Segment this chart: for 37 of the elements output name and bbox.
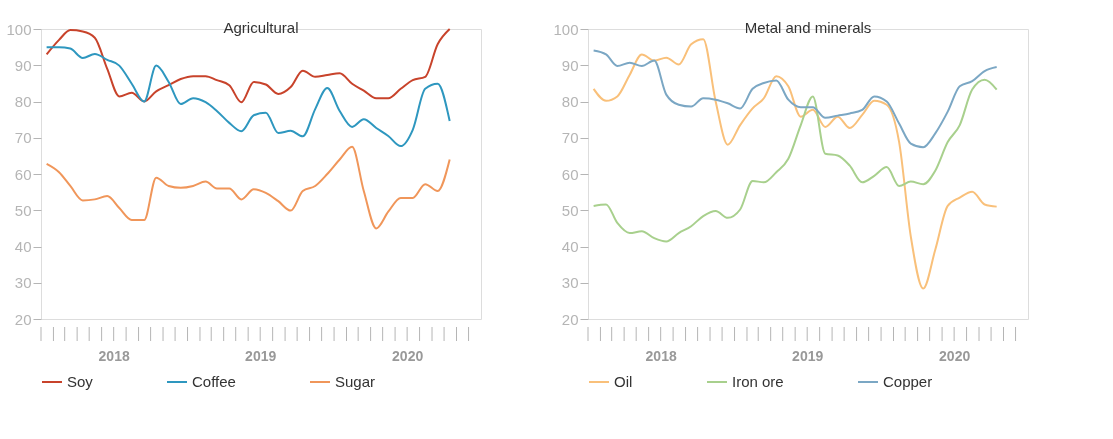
legend-label: Oil (614, 373, 633, 390)
y-tick-label: 80 (561, 93, 579, 110)
legend-label: Copper (883, 373, 933, 390)
y-tick-label: 40 (561, 238, 579, 255)
y-tick-label: 30 (14, 274, 32, 292)
legend-label: Iron ore (732, 373, 784, 390)
legend-label: Coffee (192, 373, 236, 390)
y-tick-label: 40 (14, 238, 32, 255)
x-tick-label: 2020 (392, 347, 424, 364)
x-tick-label: 2019 (792, 347, 824, 364)
y-tick-label: 50 (14, 201, 32, 219)
line-series (45, 145, 451, 230)
y-tick-label: 20 (561, 310, 579, 328)
chart-title: Agricultural (223, 19, 299, 36)
x-tick-label: 2020 (939, 347, 971, 364)
y-tick-label: 70 (14, 129, 32, 147)
x-tick-label: 2018 (645, 347, 677, 364)
x-tick-label: 2018 (98, 347, 130, 364)
legend-label: Sugar (335, 373, 376, 390)
y-tick-label: 60 (14, 165, 32, 183)
y-tick-label: 100 (553, 20, 579, 38)
y-tick-label: 100 (6, 20, 32, 38)
line-series (592, 38, 998, 290)
y-tick-label: 50 (561, 201, 579, 219)
y-tick-label: 70 (561, 129, 579, 147)
chart-title: Metal and minerals (744, 19, 872, 36)
line-series (45, 46, 451, 148)
y-tick-label: 90 (561, 56, 579, 74)
y-tick-label: 20 (14, 310, 32, 328)
line-series (592, 49, 998, 149)
y-tick-label: 90 (14, 56, 32, 74)
line-series (592, 78, 998, 243)
x-tick-label: 2019 (245, 347, 277, 364)
y-tick-label: 60 (561, 165, 579, 183)
y-tick-label: 80 (14, 93, 32, 110)
legend-label: Soy (67, 373, 94, 390)
y-tick-label: 30 (561, 274, 579, 292)
